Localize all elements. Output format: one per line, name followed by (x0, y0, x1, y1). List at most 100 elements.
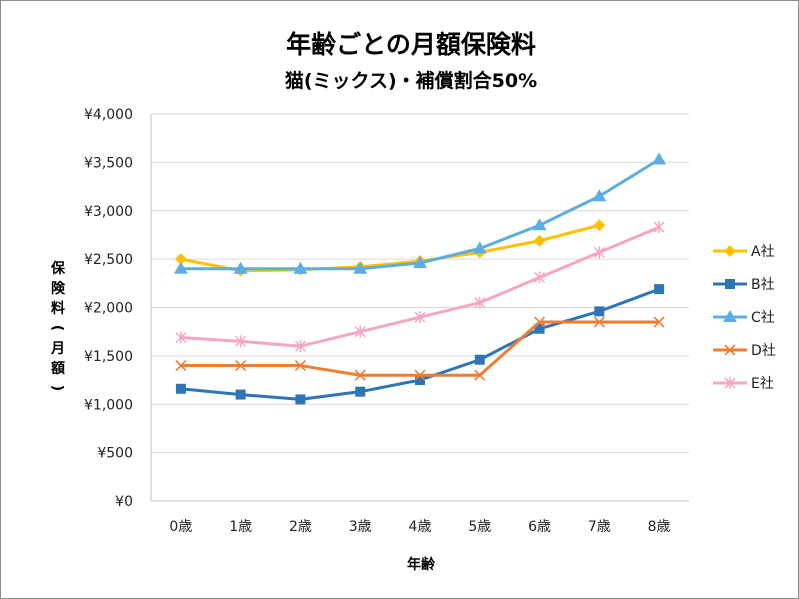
data-point (353, 261, 368, 274)
y-tick-label: ¥4,000 (84, 107, 133, 123)
data-point (173, 261, 188, 274)
y-tick-label: ¥3,500 (84, 155, 133, 171)
series-line (180, 158, 660, 271)
y-axis-title-char: ) (49, 385, 65, 391)
legend-marker (724, 245, 736, 257)
x-tick-label: 8歳 (648, 519, 671, 535)
y-tick-label: ¥1,000 (84, 397, 133, 413)
series-3 (173, 152, 667, 274)
data-point (414, 311, 426, 324)
marker-stroke (474, 369, 486, 381)
legend-item: B社 (713, 277, 775, 293)
series-5 (175, 221, 665, 353)
chart-subtitle: 猫(ミックス)・補償割合50% (285, 69, 537, 92)
data-point (594, 306, 605, 317)
series-line (180, 320, 660, 377)
data-point (474, 369, 486, 381)
marker-stroke (593, 316, 605, 328)
x-axis-ticks: 0歳 1歳 2歳 3歳 4歳 5歳 6歳 7歳 8歳 (169, 519, 670, 535)
data-point (354, 325, 366, 338)
data-point (593, 316, 605, 328)
data-point (533, 316, 546, 328)
marker-stroke (533, 316, 546, 328)
legend-marker (723, 310, 737, 322)
data-point (414, 369, 426, 381)
data-point (413, 255, 427, 268)
legend: A社 B社 C社 D社 E社 (713, 244, 776, 392)
legend-label: E社 (751, 376, 774, 392)
data-point (532, 218, 547, 231)
data-point (235, 359, 247, 372)
data-point (175, 359, 187, 372)
marker-stroke (354, 369, 366, 381)
marker-stroke (175, 359, 187, 372)
data-point (652, 152, 667, 165)
x-tick-label: 5歳 (468, 519, 491, 535)
data-point (175, 383, 186, 394)
data-point (474, 354, 485, 365)
data-point (593, 219, 606, 232)
data-point (653, 316, 665, 328)
data-point (592, 189, 607, 202)
legend-label: C社 (751, 310, 775, 326)
data-point (354, 369, 366, 381)
y-axis-ticks: ¥0 ¥500 ¥1,000 ¥1,500 ¥2,000 ¥2,500 ¥3,000 ¥3,5… (84, 107, 133, 510)
legend-marker (725, 279, 735, 289)
y-tick-label: ¥1,500 (84, 349, 133, 365)
x-tick-label: 4歳 (409, 519, 432, 535)
series-line (180, 223, 600, 273)
marker-stroke (724, 344, 736, 356)
x-tick-label: 1歳 (229, 519, 252, 535)
marker-stroke (653, 316, 665, 328)
data-point (175, 331, 187, 344)
data-point (533, 234, 546, 247)
data-point (472, 241, 487, 254)
data-point (355, 386, 366, 397)
y-axis-title-char: 保 (50, 260, 66, 277)
legend-item: C社 (713, 310, 775, 326)
legend-label: A社 (751, 244, 775, 260)
data-point (534, 323, 545, 334)
data-point (235, 389, 246, 400)
x-tick-label: 2歳 (289, 519, 312, 535)
data-point (295, 394, 306, 405)
y-tick-label: ¥2,000 (84, 301, 133, 317)
y-axis-title: 保険料 ( 月額) (49, 260, 66, 391)
marker-stroke (414, 369, 426, 381)
series-2 (175, 284, 665, 405)
legend-item: D社 (713, 343, 776, 359)
legend-marker (724, 377, 736, 389)
data-point (294, 359, 307, 372)
x-tick-label: 7歳 (588, 519, 611, 535)
y-tick-label: ¥500 (97, 446, 133, 462)
data-point (174, 253, 187, 266)
y-axis-title-char: ( (49, 325, 65, 331)
y-axis-title-char: 険 (51, 280, 66, 297)
y-axis-title-char: 月 (50, 341, 65, 357)
legend-label: D社 (751, 343, 776, 359)
x-tick-label: 3歳 (349, 519, 372, 535)
data-point (534, 271, 546, 284)
series-group (173, 152, 667, 405)
y-axis-title-char: 額 (50, 360, 65, 377)
data-point (293, 261, 308, 274)
marker-stroke (235, 359, 247, 372)
data-point (235, 335, 247, 348)
y-axis-title-char: 料 (51, 300, 65, 317)
legend-item: E社 (713, 376, 774, 392)
legend-marker (724, 344, 736, 356)
data-point (415, 375, 425, 386)
chart-title: 年齢ごとの月額保険料 (286, 30, 536, 59)
data-point (653, 221, 665, 234)
y-tick-label: ¥3,000 (84, 204, 133, 220)
legend-label: B社 (751, 277, 775, 293)
data-point (294, 340, 306, 353)
x-tick-label: 6歳 (528, 519, 551, 535)
legend-item: A社 (713, 244, 775, 260)
y-tick-label: ¥2,500 (84, 252, 133, 268)
data-point (474, 296, 486, 309)
data-point (654, 284, 665, 295)
y-tick-label: ¥0 (115, 494, 133, 510)
